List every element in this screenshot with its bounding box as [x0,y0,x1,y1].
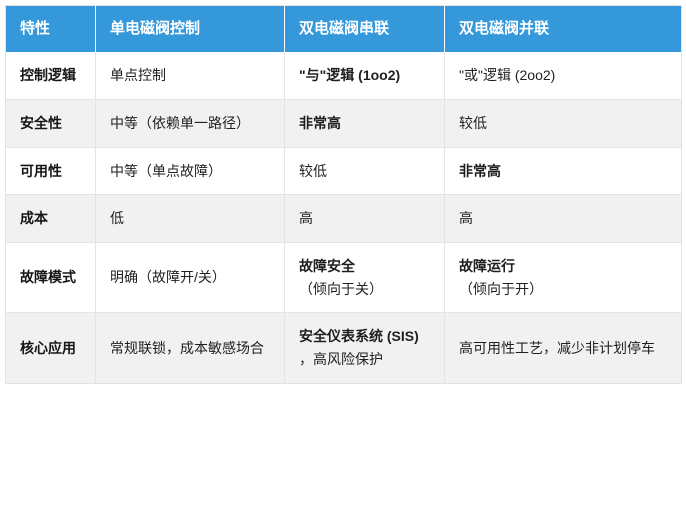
cell-series: 故障安全 （倾向于关） [284,242,445,314]
table-row: 核心应用 常规联锁，成本敏感场合 安全仪表系统 (SIS) ，高风险保护 高可用性… [5,312,682,384]
column-header-parallel: 双电磁阀并联 [444,5,682,53]
row-feature-label: 故障模式 [5,242,96,314]
cell-parallel: 非常高 [444,147,682,196]
row-feature-label: 核心应用 [5,312,96,384]
cell-series: 安全仪表系统 (SIS) ，高风险保护 [284,312,445,384]
cell-single: 中等（依赖单一路径） [95,99,285,148]
column-header-feature: 特性 [5,5,96,53]
cell-parallel: 较低 [444,99,682,148]
table-row: 控制逻辑 单点控制 "与"逻辑 (1oo2) "或"逻辑 (2oo2) [5,52,682,100]
cell-parallel: 高 [444,194,682,243]
cell-series: 高 [284,194,445,243]
cell-series: 非常高 [284,99,445,148]
comparison-table: 特性 单电磁阀控制 双电磁阀串联 双电磁阀并联 控制逻辑 单点控制 "与"逻辑 … [5,5,682,384]
table-row: 安全性 中等（依赖单一路径） 非常高 较低 [5,99,682,148]
cell-parallel: "或"逻辑 (2oo2) [444,52,682,100]
header-row: 特性 单电磁阀控制 双电磁阀串联 双电磁阀并联 [5,5,682,53]
row-feature-label: 安全性 [5,99,96,148]
row-feature-label: 控制逻辑 [5,52,96,100]
cell-single: 明确（故障开/关） [95,242,285,314]
cell-series: "与"逻辑 (1oo2) [284,52,445,100]
table-row: 故障模式 明确（故障开/关） 故障安全 （倾向于关） 故障运行 （倾向于开） [5,242,682,314]
cell-parallel: 高可用性工艺，减少非计划停车 [444,312,682,384]
table-row: 可用性 中等（单点故障） 较低 非常高 [5,147,682,196]
table-header: 特性 单电磁阀控制 双电磁阀串联 双电磁阀并联 [5,5,682,53]
column-header-single: 单电磁阀控制 [95,5,285,53]
table-body: 控制逻辑 单点控制 "与"逻辑 (1oo2) "或"逻辑 (2oo2) 安全性 … [5,52,682,384]
cell-series-main: 故障安全 [299,257,355,274]
cell-parallel: 故障运行 （倾向于开） [444,242,682,314]
cell-series: 较低 [284,147,445,196]
column-header-series: 双电磁阀串联 [284,5,445,53]
row-feature-label: 可用性 [5,147,96,196]
cell-single: 常规联锁，成本敏感场合 [95,312,285,384]
cell-parallel-main: 故障运行 [459,257,515,274]
cell-single: 中等（单点故障） [95,147,285,196]
cell-single: 单点控制 [95,52,285,100]
cell-series-note: ，高风险保护 [299,350,383,367]
cell-series-main: 安全仪表系统 (SIS) [299,328,419,345]
table-row: 成本 低 高 高 [5,194,682,243]
cell-series-note: （倾向于关） [299,280,383,297]
cell-single: 低 [95,194,285,243]
row-feature-label: 成本 [5,194,96,243]
cell-parallel-note: （倾向于开） [459,280,543,297]
